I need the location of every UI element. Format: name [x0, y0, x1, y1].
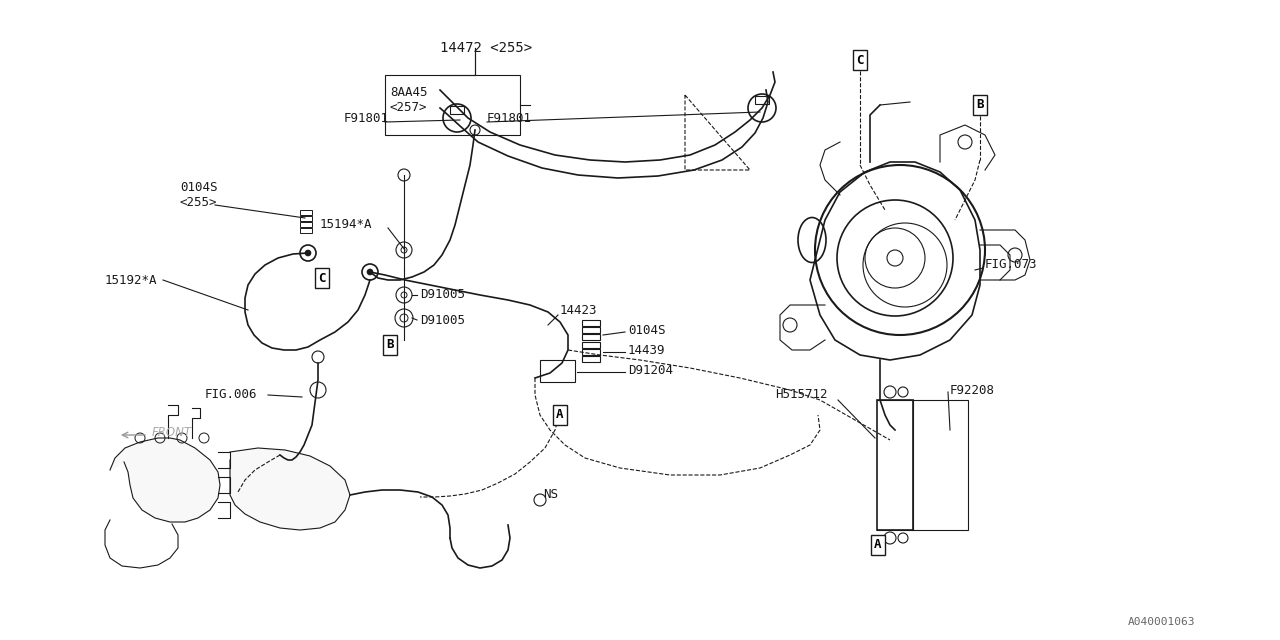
Text: 15194*A: 15194*A [320, 218, 372, 232]
Text: B: B [977, 99, 984, 111]
Text: A: A [874, 538, 882, 552]
Text: FIG.073: FIG.073 [986, 259, 1038, 271]
Circle shape [367, 269, 372, 275]
Text: F91801: F91801 [344, 111, 389, 125]
Bar [582, 356, 600, 362]
Text: 14423: 14423 [561, 303, 598, 317]
Bar [385, 75, 520, 135]
Text: 0104S
<255>: 0104S <255> [180, 181, 218, 209]
Text: 14472 <255>: 14472 <255> [440, 41, 532, 55]
Text: A040001063: A040001063 [1128, 617, 1196, 627]
Text: FRONT: FRONT [152, 426, 192, 438]
Text: C: C [856, 54, 864, 67]
Bar [300, 222, 312, 227]
Text: F92208: F92208 [950, 383, 995, 397]
Bar [913, 400, 968, 530]
Bar [755, 96, 769, 104]
Bar [540, 360, 575, 382]
Text: 0104S: 0104S [628, 323, 666, 337]
Bar [582, 342, 600, 348]
Bar [451, 106, 465, 114]
Text: A: A [557, 408, 563, 422]
Bar [300, 210, 312, 215]
Text: B: B [387, 339, 394, 351]
Text: 15192*A: 15192*A [105, 273, 157, 287]
Text: D91005: D91005 [420, 314, 465, 326]
Bar [300, 228, 312, 233]
Bar [582, 334, 600, 340]
Text: C: C [319, 271, 325, 285]
Text: FIG.006: FIG.006 [205, 388, 257, 401]
Circle shape [305, 250, 311, 256]
Text: D91005: D91005 [420, 289, 465, 301]
Bar [300, 216, 312, 221]
Text: 14439: 14439 [628, 344, 666, 356]
Bar [582, 349, 600, 355]
Bar [877, 400, 913, 530]
Polygon shape [230, 448, 349, 530]
Text: F91801: F91801 [486, 111, 532, 125]
Text: D91204: D91204 [628, 364, 673, 376]
Text: NS: NS [543, 488, 558, 502]
Text: H515712: H515712 [774, 388, 827, 401]
Bar [582, 327, 600, 333]
Text: 8AA45
<257>: 8AA45 <257> [390, 86, 428, 114]
Bar [582, 320, 600, 326]
Polygon shape [110, 438, 220, 522]
